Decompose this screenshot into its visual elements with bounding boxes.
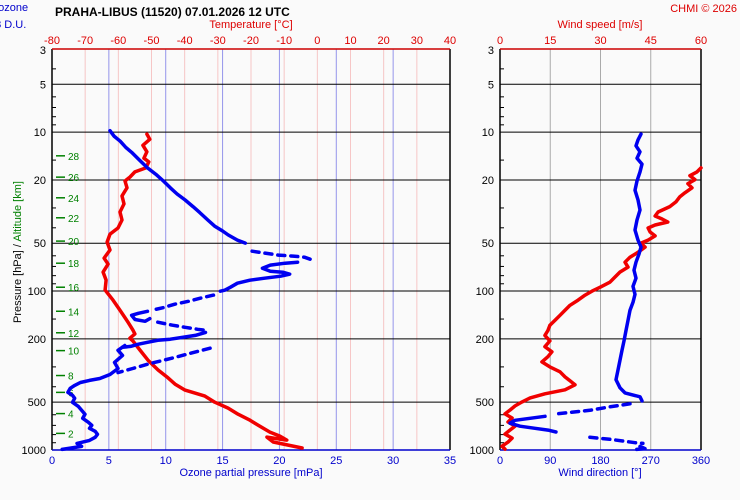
pressure-tick-label: 50 [482,238,494,250]
top-axis-tick-label: 40 [444,35,456,47]
wind-direction-curve [614,132,644,403]
altitude-tick-label: 28 [68,152,80,163]
bottom-axis-tick-label: 0 [49,455,55,467]
top-axis-tick-label: -10 [276,35,292,47]
temperature-curve [101,132,304,450]
wind-direction-curve [551,402,632,417]
bottom-axis-tick-label: 30 [387,455,399,467]
altitude-tick-label: 8 [68,372,74,383]
altitude-tick-label: 16 [68,283,80,294]
bottom-axis-tick-label: 10 [160,455,172,467]
top-axis-tick-label: -40 [177,35,193,47]
pressure-tick-label: 5 [40,79,46,91]
pressure-tick-label: 10 [482,127,494,139]
top-axis-tick-label: 30 [411,35,423,47]
top-axis-tick-label: 60 [695,35,707,47]
bottom-axis-tick-label: 20 [273,455,285,467]
station-datetime-title: PRAHA-LIBUS (11520) 07.01.2026 12 UTC [55,5,290,19]
wind-speed-axis-title: Wind speed [m/s] [557,19,643,31]
total-ozone-value: 402.3 D.U. [0,19,27,31]
top-axis-tick-label: -50 [144,35,160,47]
top-axis-tick-label: -80 [44,35,60,47]
ozone-partial-pressure-curve [250,249,312,261]
top-axis-tick-label: 0 [314,35,320,47]
temperature-axis-title: Temperature [°C] [209,19,293,31]
pressure-axis-title: Pressure [hPa] [12,250,24,323]
pressure-tick-label: 3 [488,45,494,57]
bottom-axis-tick-label: 90 [544,455,556,467]
altitude-tick-label: 22 [68,214,80,225]
pressure-tick-label: 200 [28,334,46,346]
ozone-axis-title: Ozone partial pressure [mPa] [179,467,323,479]
pressure-tick-label: 1000 [22,445,46,457]
ozone-partial-pressure-curve [120,330,208,350]
pressure-tick-label: 100 [476,286,494,298]
pressure-tick-label: 200 [476,334,494,346]
pressure-tick-label: 500 [476,397,494,409]
top-axis-tick-label: -30 [210,35,226,47]
altitude-tick-label: 26 [68,173,80,184]
bottom-axis-tick-label: 25 [330,455,342,467]
bottom-axis-tick-label: 360 [692,455,710,467]
altitude-tick-label: 24 [68,194,80,205]
pressure-tick-label: 1000 [470,445,494,457]
ozone-partial-pressure-curve [116,346,212,375]
wind-direction-curve [588,435,645,446]
top-axis-tick-label: -70 [77,35,93,47]
ozone-partial-pressure-curve [218,260,300,293]
pressure-tick-label: 20 [34,175,46,187]
pressure-tick-label: 5 [488,79,494,91]
ozone-partial-pressure-curve [150,293,216,312]
total-ozone-label: Total ozone [0,2,29,14]
copyright-label: CHMI © 2026 [670,3,737,15]
bottom-axis-tick-label: 180 [591,455,609,467]
pressure-tick-label: 10 [34,127,46,139]
wind-direction-curve [635,444,647,452]
top-axis-tick-label: 0 [497,35,503,47]
top-axis-tick-label: 20 [378,35,390,47]
wind-direction-curve [508,414,558,434]
top-axis-tick-label: -60 [110,35,126,47]
wind-direction-axis-title: Wind direction [°] [558,467,642,479]
pressure-altitude-axis-title: Pressure [hPa] / Altitude [km] [12,181,24,323]
bottom-axis-tick-label: 0 [497,455,503,467]
ozone-partial-pressure-curve [156,320,209,333]
total-ozone-annotation: Total ozone 402.3 D.U. [0,0,370,34]
altitude-tick-label: 10 [68,347,80,358]
top-axis-tick-label: -20 [243,35,259,47]
bottom-axis-tick-label: 5 [106,455,112,467]
ozone-partial-pressure-curve [108,128,248,245]
bottom-axis-tick-label: 270 [642,455,660,467]
bottom-axis-tick-label: 35 [444,455,456,467]
altitude-tick-label: 4 [68,410,74,421]
pressure-tick-label: 20 [482,175,494,187]
pressure-tick-label: 500 [28,397,46,409]
pressure-tick-label: 3 [40,45,46,57]
top-axis-tick-label: 45 [645,35,657,47]
ozone-partial-pressure-curve [60,343,127,452]
altitude-tick-label: 12 [68,329,80,340]
wind-speed-curve [500,166,703,451]
pressure-tick-label: 50 [34,238,46,250]
altitude-tick-label: 2 [68,429,74,440]
altitude-tick-label: 14 [68,307,80,318]
pressure-tick-label: 100 [28,286,46,298]
altitude-tick-label: 20 [68,237,80,248]
bottom-axis-tick-label: 15 [216,455,228,467]
altitude-tick-label: 18 [68,259,80,270]
top-axis-tick-label: 30 [594,35,606,47]
top-axis-tick-label: 10 [344,35,356,47]
top-axis-tick-label: 15 [544,35,556,47]
ozone-partial-pressure-curve [129,309,152,324]
altitude-axis-title: Altitude [km] [12,181,24,242]
